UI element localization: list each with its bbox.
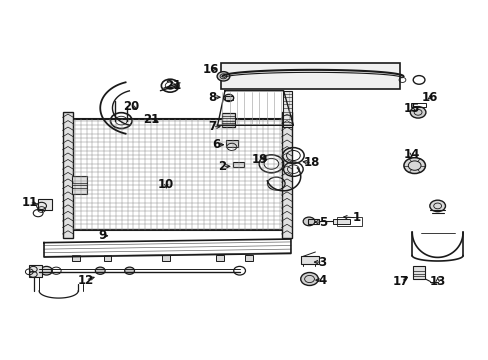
Text: 17: 17 xyxy=(392,275,408,288)
Text: 19: 19 xyxy=(251,153,268,166)
Circle shape xyxy=(300,273,318,285)
Text: 14: 14 xyxy=(403,148,419,161)
Text: 20: 20 xyxy=(122,100,139,113)
Bar xyxy=(332,219,349,224)
Bar xyxy=(412,266,425,279)
Text: 12: 12 xyxy=(77,274,94,287)
Text: 21: 21 xyxy=(143,113,160,126)
Text: 7: 7 xyxy=(208,120,216,133)
Bar xyxy=(232,162,243,167)
Circle shape xyxy=(41,266,52,275)
Bar xyxy=(337,217,361,226)
Bar xyxy=(62,112,73,238)
Circle shape xyxy=(217,72,229,81)
Bar xyxy=(410,103,426,107)
Bar xyxy=(300,256,319,264)
Text: 21: 21 xyxy=(165,79,182,92)
Text: 1: 1 xyxy=(352,211,360,224)
Circle shape xyxy=(124,267,134,274)
Bar xyxy=(29,265,41,277)
Text: 16: 16 xyxy=(421,91,438,104)
Bar xyxy=(282,91,292,127)
Bar xyxy=(224,96,232,100)
Text: 13: 13 xyxy=(428,275,445,288)
Bar xyxy=(225,140,238,147)
Bar xyxy=(72,176,87,194)
Bar xyxy=(221,113,235,127)
Circle shape xyxy=(95,267,105,274)
Bar xyxy=(72,255,80,261)
Bar xyxy=(162,255,170,261)
Bar xyxy=(72,119,282,230)
Bar xyxy=(245,255,253,261)
Text: 5: 5 xyxy=(318,216,326,229)
Bar xyxy=(216,255,224,261)
Bar xyxy=(38,199,52,210)
Text: 8: 8 xyxy=(208,91,216,104)
Text: 9: 9 xyxy=(99,229,106,242)
Circle shape xyxy=(409,107,425,118)
Bar xyxy=(221,63,399,89)
Text: 18: 18 xyxy=(303,156,320,169)
Circle shape xyxy=(429,200,445,212)
Text: 2: 2 xyxy=(218,160,226,173)
Circle shape xyxy=(303,217,314,226)
Circle shape xyxy=(403,158,425,174)
Text: 16: 16 xyxy=(203,63,219,76)
Bar xyxy=(307,219,318,224)
Circle shape xyxy=(224,94,233,102)
Bar xyxy=(103,255,111,261)
Text: 4: 4 xyxy=(318,274,326,287)
Bar xyxy=(281,112,292,238)
Text: 11: 11 xyxy=(21,196,38,209)
Text: 10: 10 xyxy=(158,178,174,191)
Text: 6: 6 xyxy=(212,138,220,151)
Text: 3: 3 xyxy=(318,256,326,269)
Text: 15: 15 xyxy=(403,102,419,115)
